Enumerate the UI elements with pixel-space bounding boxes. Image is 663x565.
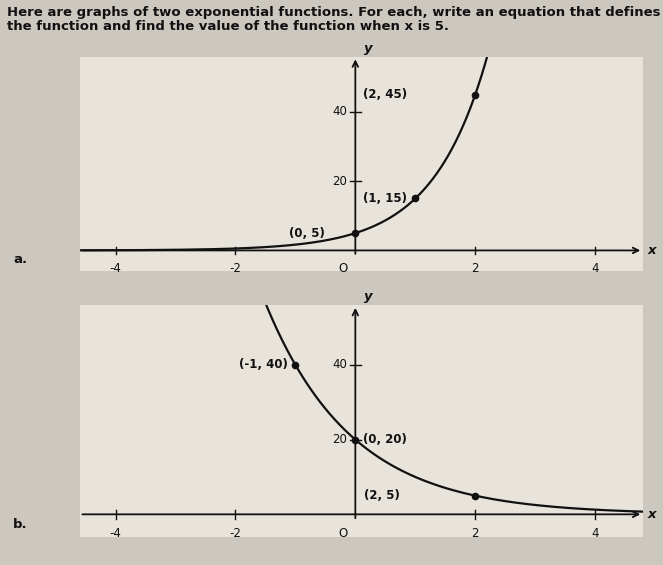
Text: -2: -2 [229,527,241,540]
Text: x: x [648,244,656,257]
Text: (2, 45): (2, 45) [363,88,406,101]
Text: y: y [365,290,373,303]
Text: 4: 4 [591,527,599,540]
Text: 40: 40 [332,106,347,119]
Text: (-1, 40): (-1, 40) [239,358,288,371]
Text: the function and find the value of the function when x is 5.: the function and find the value of the f… [7,20,449,33]
Text: 2: 2 [471,262,479,275]
Text: -2: -2 [229,262,241,275]
Text: b.: b. [13,518,28,531]
Text: (2, 5): (2, 5) [365,489,400,502]
Text: 40: 40 [332,358,347,371]
Text: -4: -4 [109,527,121,540]
Text: 2: 2 [471,527,479,540]
Text: x: x [648,508,656,521]
Text: 4: 4 [591,262,599,275]
Text: a.: a. [13,253,27,266]
Text: Here are graphs of two exponential functions. For each, write an equation that d: Here are graphs of two exponential funct… [7,6,660,19]
Text: -4: -4 [109,262,121,275]
Text: (0, 20): (0, 20) [363,433,406,446]
Text: 20: 20 [332,433,347,446]
Text: 20: 20 [332,175,347,188]
Text: O: O [338,262,347,275]
Text: (1, 15): (1, 15) [363,192,406,205]
Text: O: O [338,527,347,540]
Text: y: y [365,42,373,55]
Text: (0, 5): (0, 5) [290,227,326,240]
